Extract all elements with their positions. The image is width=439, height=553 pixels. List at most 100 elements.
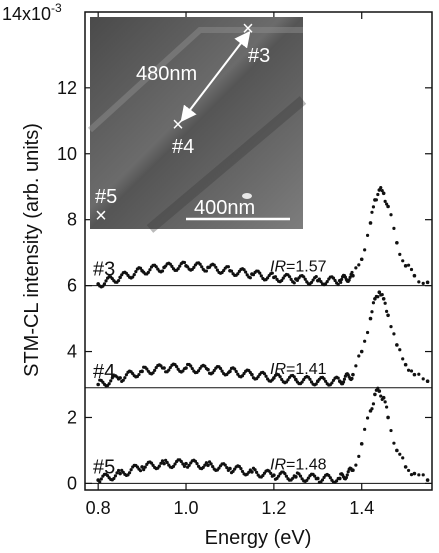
data-point bbox=[182, 464, 187, 468]
data-point bbox=[273, 275, 278, 279]
data-point bbox=[348, 275, 352, 279]
data-point bbox=[109, 379, 113, 383]
data-point bbox=[381, 297, 386, 301]
data-point bbox=[377, 290, 382, 295]
x-tick-label: 1.4 bbox=[349, 498, 374, 518]
data-point bbox=[421, 473, 425, 477]
data-point bbox=[256, 375, 260, 379]
data-point bbox=[357, 263, 361, 267]
data-point bbox=[212, 263, 216, 267]
data-point bbox=[354, 463, 358, 467]
data-point bbox=[184, 461, 188, 466]
data-point bbox=[239, 466, 243, 471]
data-point bbox=[154, 265, 158, 269]
data-point bbox=[229, 269, 234, 273]
data-point bbox=[425, 478, 430, 482]
data-point bbox=[385, 405, 389, 409]
data-point bbox=[315, 476, 320, 481]
y-tick-label: 0 bbox=[67, 473, 77, 493]
data-point bbox=[363, 339, 367, 343]
data-point bbox=[145, 367, 149, 371]
data-point bbox=[211, 465, 215, 469]
y-tick-label: 10 bbox=[57, 144, 77, 164]
data-point bbox=[138, 266, 143, 270]
data-point bbox=[392, 226, 396, 230]
data-point bbox=[228, 466, 232, 471]
data-point bbox=[345, 473, 349, 477]
x-tick-label: 1.0 bbox=[174, 498, 199, 518]
data-point bbox=[96, 382, 100, 387]
data-point bbox=[421, 281, 425, 285]
data-point bbox=[395, 448, 399, 453]
data-point bbox=[365, 233, 370, 237]
data-point bbox=[376, 386, 380, 390]
data-point bbox=[118, 376, 122, 380]
data-point bbox=[309, 280, 314, 285]
data-point bbox=[381, 191, 386, 196]
data-point bbox=[168, 365, 172, 370]
data-point bbox=[173, 462, 177, 466]
data-point bbox=[365, 416, 370, 420]
data-point bbox=[365, 330, 370, 335]
data-point bbox=[401, 357, 405, 361]
y-axis-title: STM-CL intensity (arb. units) bbox=[21, 123, 43, 377]
data-point bbox=[386, 313, 390, 318]
data-point bbox=[153, 368, 157, 373]
data-point bbox=[178, 264, 182, 268]
data-point bbox=[359, 349, 364, 354]
data-point bbox=[113, 474, 118, 478]
data-point bbox=[389, 213, 393, 217]
data-point bbox=[250, 470, 254, 474]
x-tick-label: 1.2 bbox=[261, 498, 286, 518]
data-point bbox=[336, 282, 340, 287]
data-point bbox=[240, 469, 245, 474]
data-point bbox=[189, 364, 193, 368]
data-point bbox=[253, 468, 257, 472]
data-point bbox=[395, 343, 399, 347]
data-point bbox=[357, 454, 361, 459]
data-point bbox=[383, 301, 387, 305]
data-point bbox=[286, 378, 290, 382]
inset-stm-image: 480nm × #3 × #4 #5 × 400nm bbox=[87, 17, 307, 233]
data-point bbox=[193, 459, 198, 463]
marker-3: × #3 bbox=[242, 18, 270, 67]
svg-text:#4: #4 bbox=[172, 136, 194, 158]
data-point bbox=[376, 295, 380, 299]
data-point bbox=[325, 279, 329, 284]
data-point bbox=[295, 278, 300, 282]
data-point bbox=[425, 280, 430, 285]
data-point bbox=[283, 472, 287, 476]
data-point bbox=[223, 463, 227, 467]
data-point bbox=[214, 265, 218, 269]
data-point bbox=[421, 377, 425, 381]
marker-5: #5 × bbox=[95, 186, 117, 227]
data-point bbox=[370, 310, 374, 314]
data-point bbox=[132, 273, 136, 277]
data-point bbox=[406, 263, 411, 267]
data-point bbox=[371, 402, 376, 406]
data-point bbox=[351, 372, 355, 377]
data-point bbox=[134, 270, 138, 274]
data-point bbox=[225, 466, 229, 470]
data-point bbox=[359, 257, 364, 262]
data-point bbox=[314, 382, 318, 386]
data-point bbox=[331, 276, 336, 280]
data-point bbox=[250, 372, 254, 377]
data-point bbox=[368, 316, 373, 321]
y-tick-label: 8 bbox=[67, 210, 77, 230]
data-point bbox=[157, 464, 161, 468]
data-point bbox=[116, 278, 121, 283]
data-points bbox=[96, 186, 430, 484]
data-point bbox=[187, 463, 191, 467]
data-point bbox=[165, 460, 169, 465]
data-point bbox=[264, 374, 268, 378]
y-tick-label: 2 bbox=[67, 407, 77, 427]
data-point bbox=[247, 470, 251, 474]
data-point bbox=[409, 473, 414, 477]
data-point bbox=[324, 379, 328, 383]
data-point bbox=[346, 470, 350, 474]
data-point bbox=[211, 371, 215, 375]
data-point bbox=[303, 277, 307, 281]
data-point bbox=[181, 462, 185, 466]
data-point bbox=[162, 366, 166, 370]
